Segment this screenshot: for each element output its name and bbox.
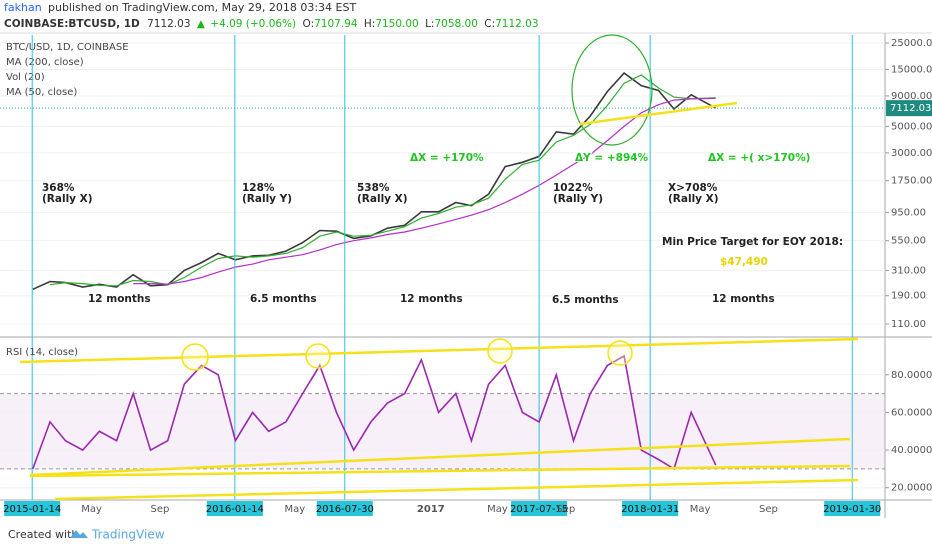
pane-legend: RSI (14, close): [6, 347, 78, 358]
date-marker-label: 2016-01-14: [206, 504, 264, 515]
close: 7112.03: [495, 18, 538, 30]
y-tick-label: 40.0000: [891, 445, 932, 456]
green-ellipse: [571, 34, 653, 146]
x-tick-label: Sep: [150, 504, 169, 515]
y-tick-label: 310.00: [891, 265, 926, 276]
rsi-circle: [181, 343, 209, 371]
high: 7150.00: [375, 18, 418, 30]
date-marker-label: 2017-07-15: [510, 504, 568, 515]
date-marker-box: [4, 501, 61, 516]
annotation: 6.5 months: [250, 293, 317, 305]
symbol: COINBASE:BTCUSD, 1D: [4, 18, 140, 30]
low-label: L:: [425, 18, 434, 30]
x-tick-label: May: [81, 504, 102, 515]
footer-brand[interactable]: TradingView: [91, 528, 165, 542]
pane-legend: BTC/USD, 1D, COINBASE: [6, 42, 129, 53]
rsi-low-line: [54, 478, 859, 501]
open-label: O:: [302, 18, 314, 30]
series-line: [133, 97, 716, 285]
rsi-circle: [487, 338, 513, 364]
logo: [70, 530, 88, 538]
plots: 25000.00 15000.00 9000.00 5000.00 3000.00 175…: [0, 35, 932, 516]
x-tick-label: May: [487, 504, 508, 515]
y-tick-label: 20.0000: [891, 483, 932, 494]
change: +4.09 (+0.06%): [210, 18, 296, 30]
date-marker-label: 2015-01-14: [3, 504, 61, 515]
pane-legend: MA (50, close): [6, 87, 77, 98]
low: 7058.00: [434, 18, 477, 30]
pane-legend: MA (200, close): [6, 57, 84, 68]
date-marker-label: 2016-07-30: [316, 504, 374, 515]
annotation: 12 months: [400, 293, 463, 305]
series-line: [32, 354, 717, 471]
date-marker-box: [622, 501, 679, 516]
date-marker-box: [824, 501, 881, 516]
close-label: C:: [484, 18, 495, 30]
y-tick-label: 950.00: [891, 207, 926, 218]
date-marker-label: 2018-01-31: [621, 504, 679, 515]
rsi-top-line: [19, 337, 859, 364]
x-tick-label: Sep: [556, 504, 575, 515]
annotation: (Rally Y): [553, 193, 603, 205]
quote: COINBASE:BTCUSD, 1D 7112.03 ▲ +4.09 (+0.…: [4, 18, 539, 30]
y-tick-label: 110.00: [891, 319, 926, 330]
annotation: 12 months: [88, 293, 151, 305]
last-price-box: [886, 100, 932, 117]
date-marker-box: [511, 501, 568, 516]
annotation: 6.5 months: [552, 294, 619, 306]
y-tick-label: 60.0000: [891, 407, 932, 418]
annotation: (Rally X): [42, 193, 93, 205]
annotation: X>708%: [668, 182, 718, 194]
y-tick-label: 190.00: [891, 291, 926, 302]
annotation: 128%: [242, 182, 275, 194]
y-tick-label: 80.0000: [891, 370, 932, 381]
annotation: 368%: [42, 182, 75, 194]
rsi-mid-line: [29, 437, 851, 477]
annotation: ΔX = +( x>170%): [708, 152, 810, 164]
last-price-label: 7112.03: [890, 103, 931, 114]
published: published on TradingView.com, May 29, 20…: [48, 1, 356, 14]
series-line: [49, 74, 716, 287]
y-tick-label: 15000.00: [891, 64, 932, 75]
annotation: $47,490: [720, 256, 768, 268]
annotation: Min Price Target for EOY 2018:: [662, 236, 843, 248]
annotation: ΔX = +170%: [410, 152, 484, 164]
date-marker-label: 2019-01-30: [823, 504, 881, 515]
open: 7107.94: [314, 18, 358, 30]
y-tick-label: 5000.00: [891, 121, 932, 132]
date-marker-box: [316, 501, 373, 516]
high-label: H:: [364, 18, 375, 30]
annotation: (Rally X): [357, 193, 408, 205]
rsi-support-line: [29, 464, 851, 478]
y-tick-label: 25000.00: [891, 38, 932, 49]
y-tick-label: 550.00: [891, 236, 926, 247]
x-tick-label: Sep: [759, 504, 778, 515]
y-tick-label: 3000.00: [891, 148, 932, 159]
date-marker-box: [206, 501, 263, 516]
y-tick-label: 1750.00: [891, 176, 932, 187]
drawings: [19, 34, 859, 501]
x-tick-label: May: [690, 504, 711, 515]
author: fakhan: [4, 1, 42, 14]
price: 7112.03: [147, 18, 190, 30]
annotation: (Rally Y): [242, 193, 292, 205]
footer-created: Created with: [8, 528, 78, 541]
y-tick-label: 9000.00: [891, 91, 932, 102]
annotation: 12 months: [712, 293, 775, 305]
x-tick-label: 2017: [417, 504, 445, 515]
annotation: (Rally X): [668, 193, 719, 205]
annotation: ΔY = +894%: [575, 152, 649, 164]
rsi-circle: [305, 343, 331, 369]
price-trendline: [579, 101, 738, 126]
x-tick-label: May: [284, 504, 305, 515]
rsi-circle: [607, 340, 633, 366]
pane-legend: Vol (20): [6, 72, 45, 83]
arrow: ▲: [197, 18, 206, 30]
annotation: 1022%: [553, 182, 593, 194]
annotation: 538%: [357, 182, 390, 194]
